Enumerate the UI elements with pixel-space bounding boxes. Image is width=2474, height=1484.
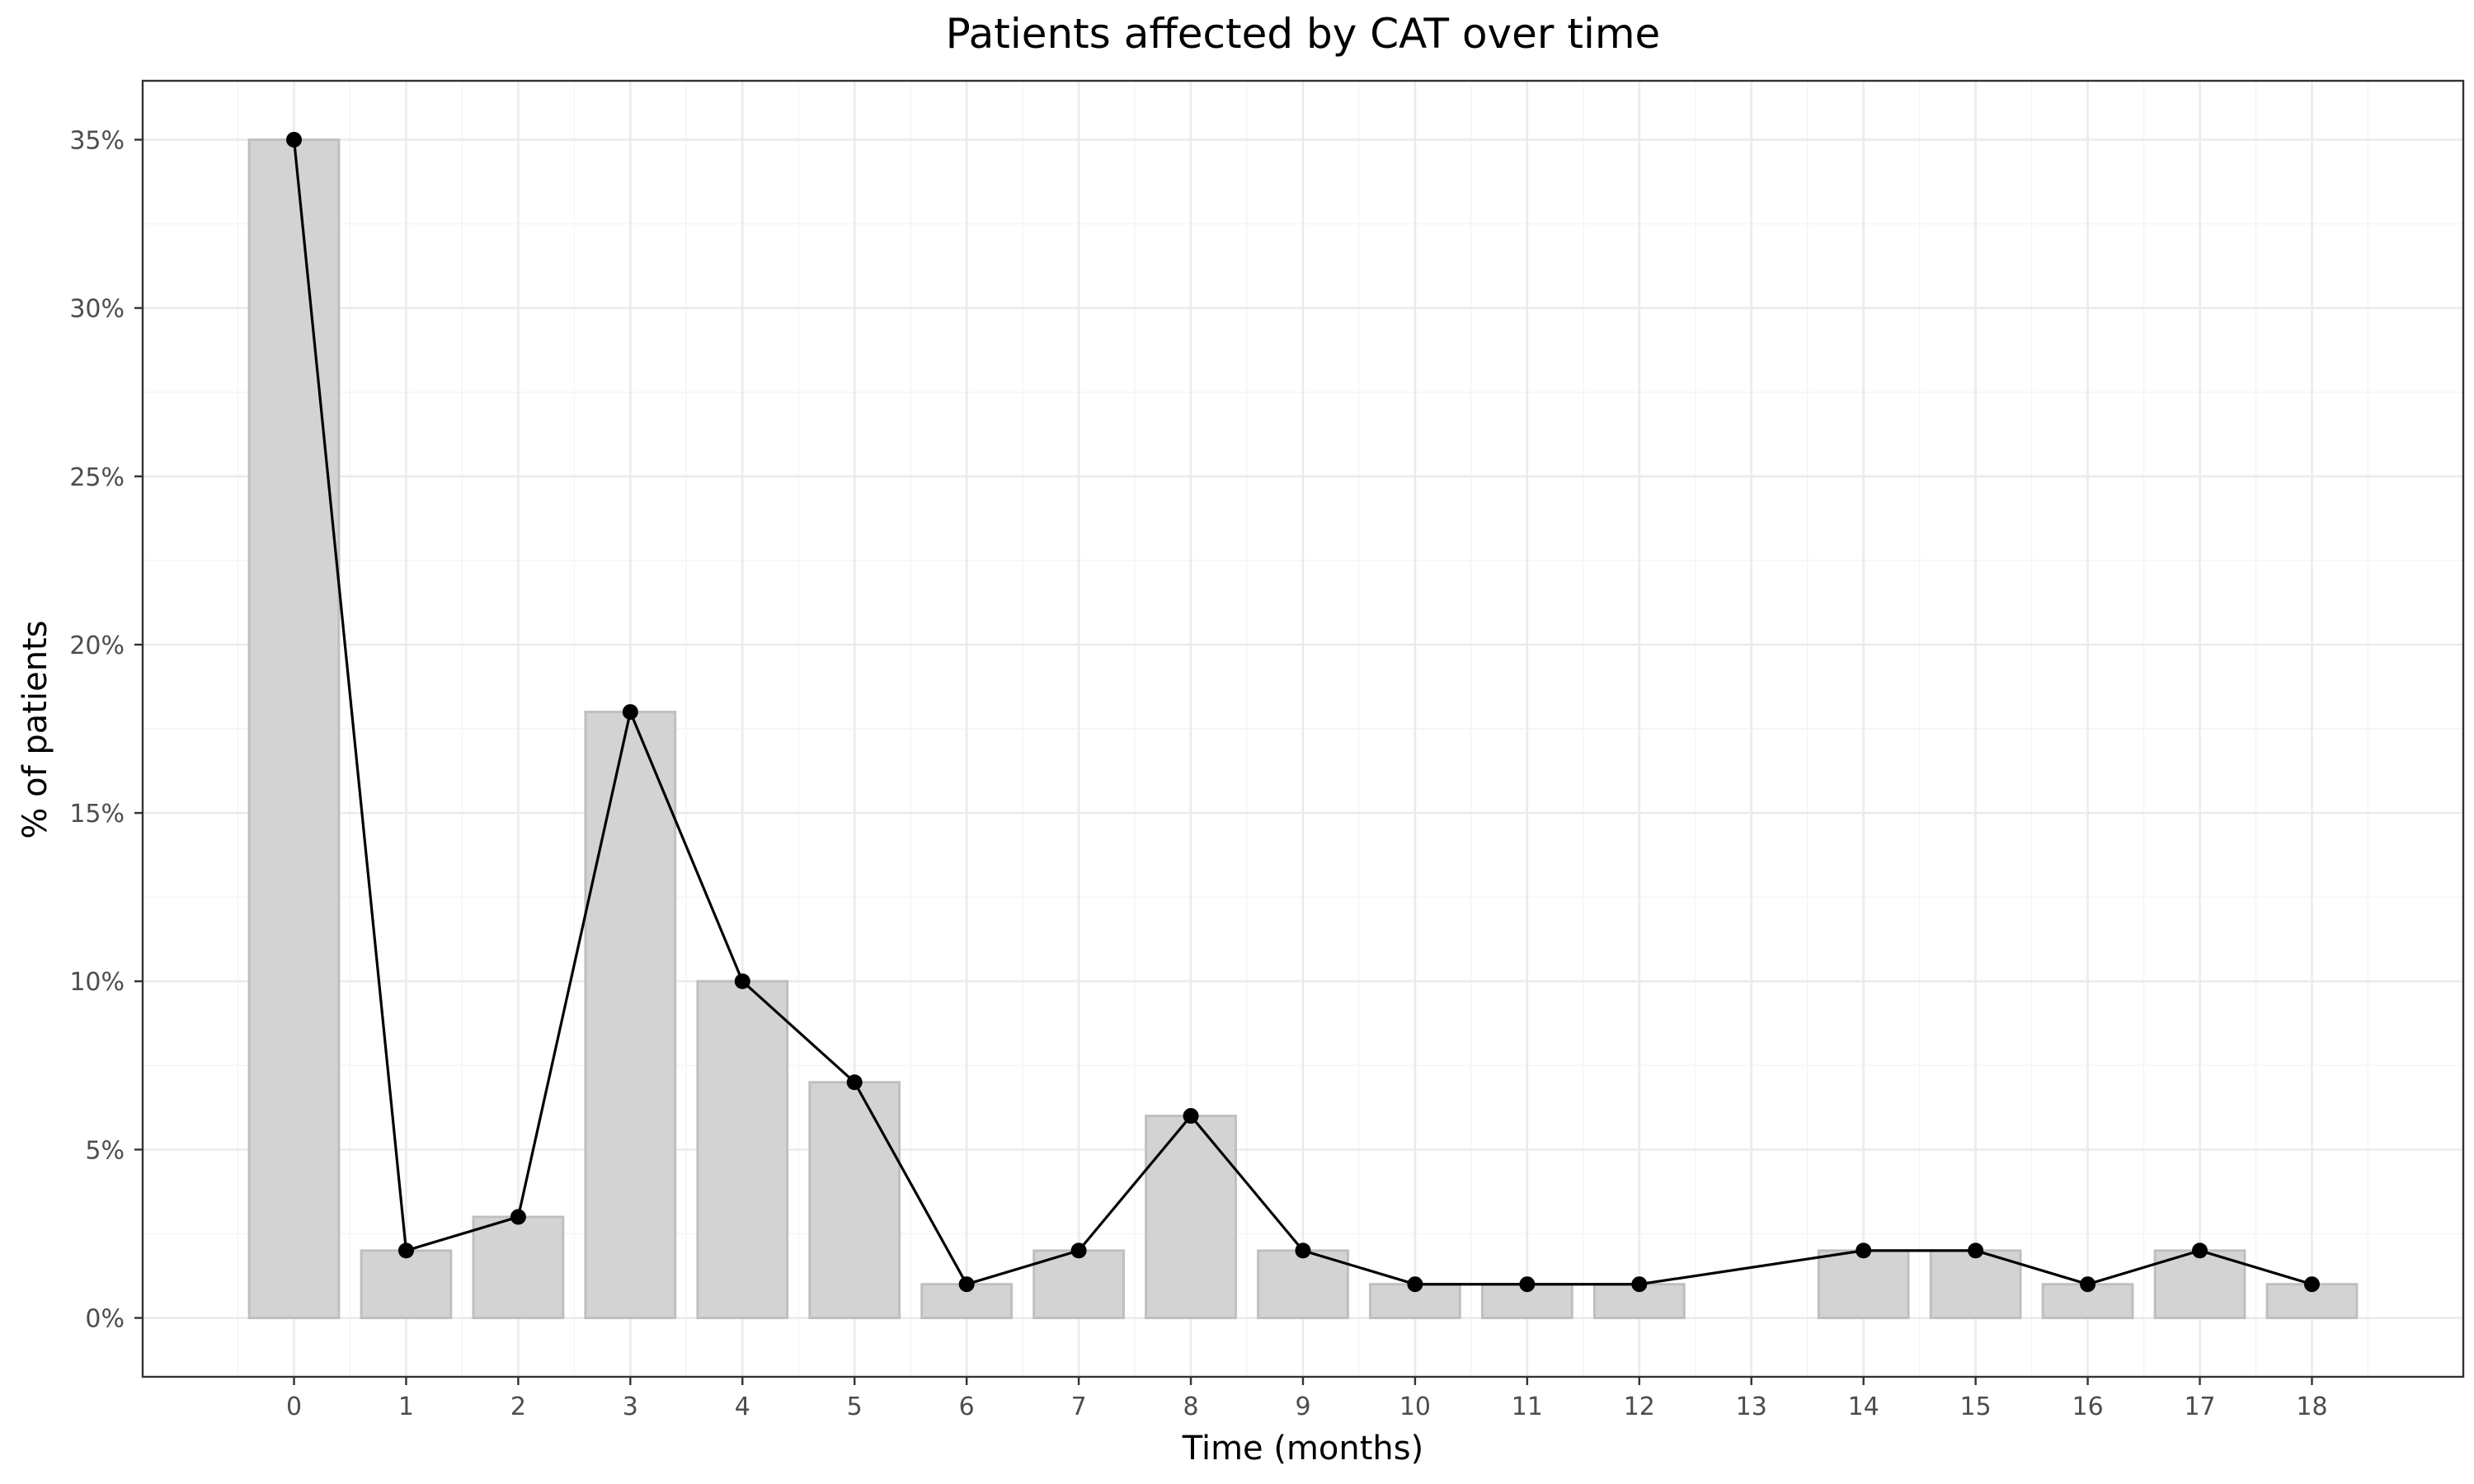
x-tick-label: 10 (1399, 1392, 1431, 1421)
x-tick-label: 7 (1071, 1392, 1087, 1421)
bar (360, 1249, 453, 1320)
x-tick-label: 6 (959, 1392, 975, 1421)
x-tick-label: 2 (510, 1392, 526, 1421)
x-tick-label: 11 (1512, 1392, 1543, 1421)
x-tick-label: 14 (1848, 1392, 1879, 1421)
x-tick-label: 9 (1295, 1392, 1310, 1421)
x-tick-label: 15 (1960, 1392, 1992, 1421)
y-tick-label: 30% (69, 295, 125, 324)
data-point (734, 973, 750, 989)
bar (1145, 1115, 1237, 1320)
y-tick-label: 25% (69, 463, 125, 492)
data-point (1070, 1242, 1087, 1259)
data-point (2303, 1276, 2320, 1293)
x-tick-label: 0 (286, 1392, 302, 1421)
bar (584, 711, 677, 1320)
data-point (958, 1276, 975, 1293)
x-tick-label: 13 (1736, 1392, 1767, 1421)
bar (472, 1215, 565, 1320)
x-tick-label: 17 (2184, 1392, 2215, 1421)
data-point (1631, 1276, 1648, 1293)
bar (1257, 1249, 1349, 1320)
data-point (1407, 1276, 1423, 1293)
x-tick-label: 1 (398, 1392, 414, 1421)
data-point (846, 1074, 863, 1091)
y-axis-ticks: 0% 5% 10% 15% 20% 25% 30% 35% (69, 126, 143, 1334)
bars (247, 138, 2359, 1320)
x-axis-ticks: 0 1 2 3 4 5 6 7 8 9 10 11 12 13 14 15 16 17 18 (286, 1377, 2328, 1421)
y-tick-label: 15% (69, 800, 125, 829)
x-tick-label: 8 (1183, 1392, 1199, 1421)
data-point (2080, 1276, 2096, 1293)
y-tick-label: 5% (85, 1136, 125, 1165)
data-point (1968, 1242, 1984, 1259)
bar (696, 979, 789, 1320)
x-tick-label: 18 (2296, 1392, 2327, 1421)
x-tick-label: 16 (2072, 1392, 2104, 1421)
x-tick-label: 12 (1624, 1392, 1655, 1421)
y-tick-label: 0% (85, 1305, 125, 1334)
data-point (510, 1209, 526, 1225)
data-point (1295, 1242, 1311, 1259)
bar (2153, 1249, 2246, 1320)
x-tick-label: 4 (735, 1392, 750, 1421)
chart-title: Patients affected by CAT over time (946, 10, 1661, 58)
bar (808, 1081, 901, 1320)
y-axis-title: % of patients (16, 620, 54, 838)
bar (1817, 1249, 1910, 1320)
y-tick-label: 35% (69, 126, 125, 155)
data-point (1183, 1108, 1199, 1125)
series-line (292, 139, 2312, 1286)
bar (1032, 1249, 1125, 1320)
data-point (1856, 1242, 1872, 1259)
data-point (1519, 1276, 1536, 1293)
data-point (286, 131, 303, 148)
y-tick-label: 20% (69, 632, 125, 660)
data-point (397, 1242, 414, 1259)
x-axis-title: Time (months) (1182, 1430, 1423, 1468)
points (286, 131, 2320, 1293)
x-tick-label: 3 (623, 1392, 638, 1421)
bar (247, 138, 341, 1320)
x-tick-label: 5 (847, 1392, 863, 1421)
data-point (622, 704, 638, 721)
y-tick-label: 10% (69, 968, 125, 997)
data-point (2192, 1242, 2208, 1259)
